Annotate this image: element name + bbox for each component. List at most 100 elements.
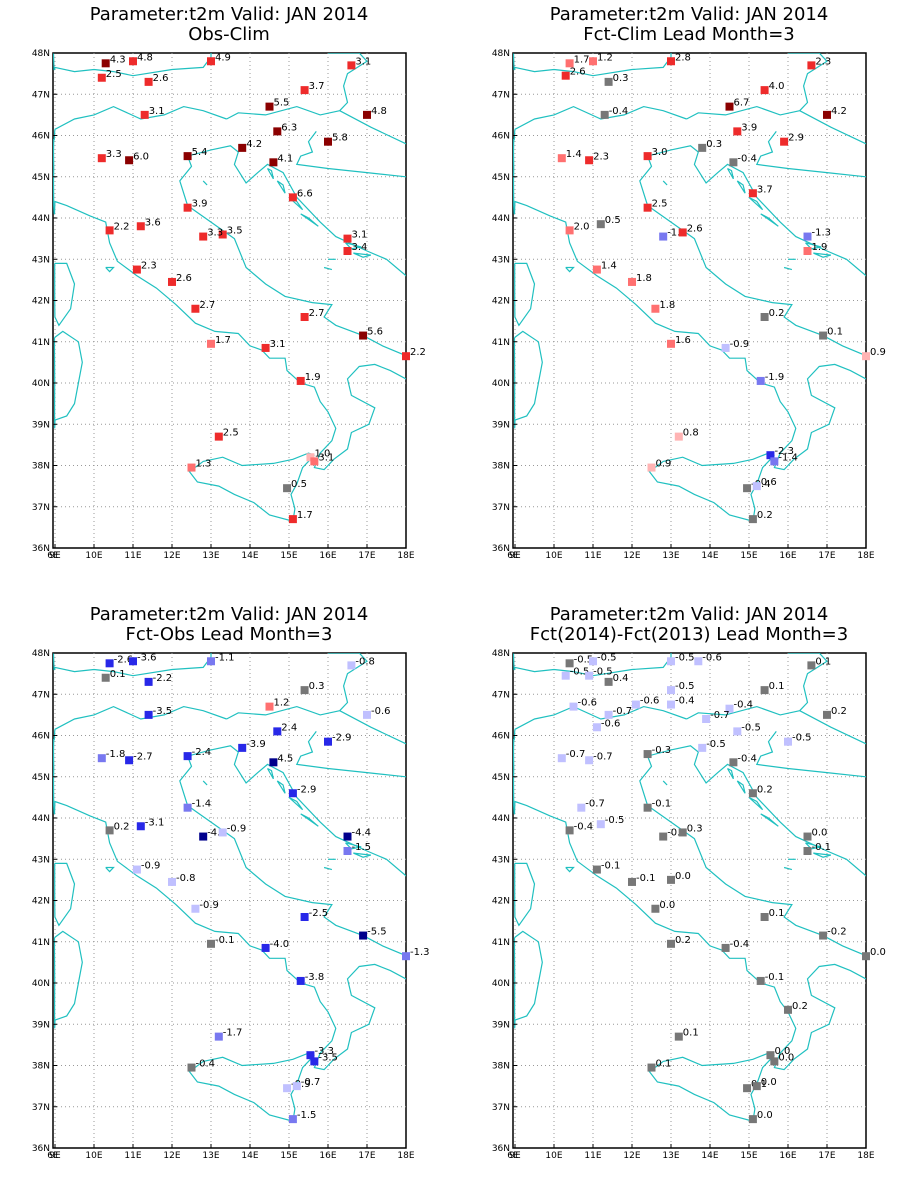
station-marker (674, 1032, 683, 1041)
station-marker (283, 1084, 292, 1093)
y-tick-label: 45N (492, 173, 510, 183)
station-value-label: -0.9 (141, 861, 161, 872)
x-tick-label: 18E (397, 1151, 414, 1161)
station-value-label: 0.9 (656, 459, 672, 470)
coastline (53, 705, 227, 814)
map-panel-fct-diff: Parameter:t2m Valid: JAN 2014 Fct(2014)-… (492, 604, 886, 1161)
station-marker (214, 432, 223, 441)
station-value-label: -1.3 (812, 228, 832, 239)
station-value-label: -2.5 (309, 908, 329, 919)
station-value-label: 0.2 (757, 510, 773, 521)
station-marker (310, 457, 319, 466)
station-marker (168, 877, 176, 886)
x-tick-label: 13E (202, 1151, 219, 1161)
station-value-label: 4.3 (110, 54, 126, 65)
station-value-label: -0.4 (675, 696, 695, 707)
x-tick-label: 12E (623, 551, 640, 561)
coastline (513, 930, 543, 1029)
station-value-label: 2.9 (788, 133, 804, 144)
station-value-label: 1.7 (574, 54, 590, 65)
station-value-label: -0.7 (613, 706, 633, 717)
coastline (353, 252, 372, 258)
coastline (513, 705, 687, 814)
station-marker (698, 143, 707, 152)
station-value-label: 5.6 (367, 327, 383, 338)
station-marker (288, 789, 297, 798)
station-value-label: -0.5 (741, 722, 761, 733)
station-marker (132, 265, 141, 274)
coastline (328, 653, 368, 712)
station-value-label: -0.4 (734, 700, 754, 711)
x-tick-label: 15E (280, 551, 297, 561)
station-value-label: -0.2 (827, 927, 847, 938)
station-marker (604, 677, 613, 686)
station-marker (862, 352, 870, 361)
station-value-label: -0.7 (566, 749, 586, 760)
station-marker (565, 659, 574, 668)
station-marker (300, 686, 309, 695)
station-value-label: 1.9 (305, 372, 321, 383)
station-value-label: 0.0 (812, 828, 828, 839)
station-value-label: -0.5 (675, 652, 695, 663)
station-value-label: -1.5 (352, 842, 372, 853)
y-tick-label: 42N (32, 297, 50, 307)
x-tick-label: 10E (545, 1151, 562, 1161)
station-value-label: -0.5 (570, 667, 590, 678)
coastline (736, 780, 746, 794)
station-marker (667, 57, 675, 66)
station-value-label: 2.3 (593, 151, 609, 162)
y-tick-label: 36N (492, 544, 510, 554)
station-marker (803, 247, 812, 255)
station-marker (600, 110, 609, 119)
station-marker (343, 832, 352, 841)
station-value-label: 4.2 (831, 106, 847, 117)
station-value-label: 0.3 (706, 139, 722, 150)
station-marker (199, 232, 208, 241)
coastline (648, 1052, 775, 1122)
station-value-label: 6.6 (297, 188, 313, 199)
station-value-label: 0.1 (769, 908, 785, 919)
coastline (799, 710, 866, 745)
x-tick-label: 18E (857, 551, 874, 561)
y-tick-label: 39N (32, 1020, 50, 1030)
station-value-label: 0.0 (778, 1052, 794, 1063)
station-value-label: 3.1 (352, 230, 368, 241)
station-value-label: -0.6 (371, 706, 391, 717)
coastline (276, 180, 286, 194)
station-value-label: 0.2 (675, 935, 691, 946)
station-marker (269, 758, 278, 767)
coastline (339, 110, 406, 145)
station-value-label: -2.6 (114, 654, 134, 665)
station-value-label: -0.6 (601, 718, 621, 729)
station-marker (569, 702, 578, 711)
coastline (755, 131, 866, 178)
station-value-label: -0.6 (702, 652, 722, 663)
station-marker (306, 453, 315, 462)
station-value-label: 0.2 (114, 821, 130, 832)
coastline (323, 266, 333, 271)
station-value-label: 2.6 (153, 73, 169, 84)
coastline (54, 862, 76, 927)
coastline (639, 745, 866, 957)
station-value-label: -0.5 (593, 667, 613, 678)
station-value-label: 2.6 (176, 273, 192, 284)
y-tick-label: 47N (492, 690, 510, 700)
station-marker (561, 71, 570, 80)
y-tick-label: 47N (32, 90, 50, 100)
station-value-label: -0.1 (652, 799, 672, 810)
coastline (813, 252, 832, 258)
coastline-group (53, 53, 406, 522)
coastline (266, 167, 274, 180)
station-marker (261, 343, 270, 352)
station-marker (628, 277, 636, 286)
x-tick-label: 14E (701, 551, 718, 561)
station-marker (144, 677, 153, 686)
x-tick-label: 12E (163, 551, 180, 561)
x-tick-label: 18E (857, 1151, 874, 1161)
station-marker (136, 822, 145, 831)
station-value-label: 3.1 (149, 106, 165, 117)
station-marker (743, 484, 752, 493)
coastline (514, 262, 536, 327)
station-marker (770, 457, 779, 466)
